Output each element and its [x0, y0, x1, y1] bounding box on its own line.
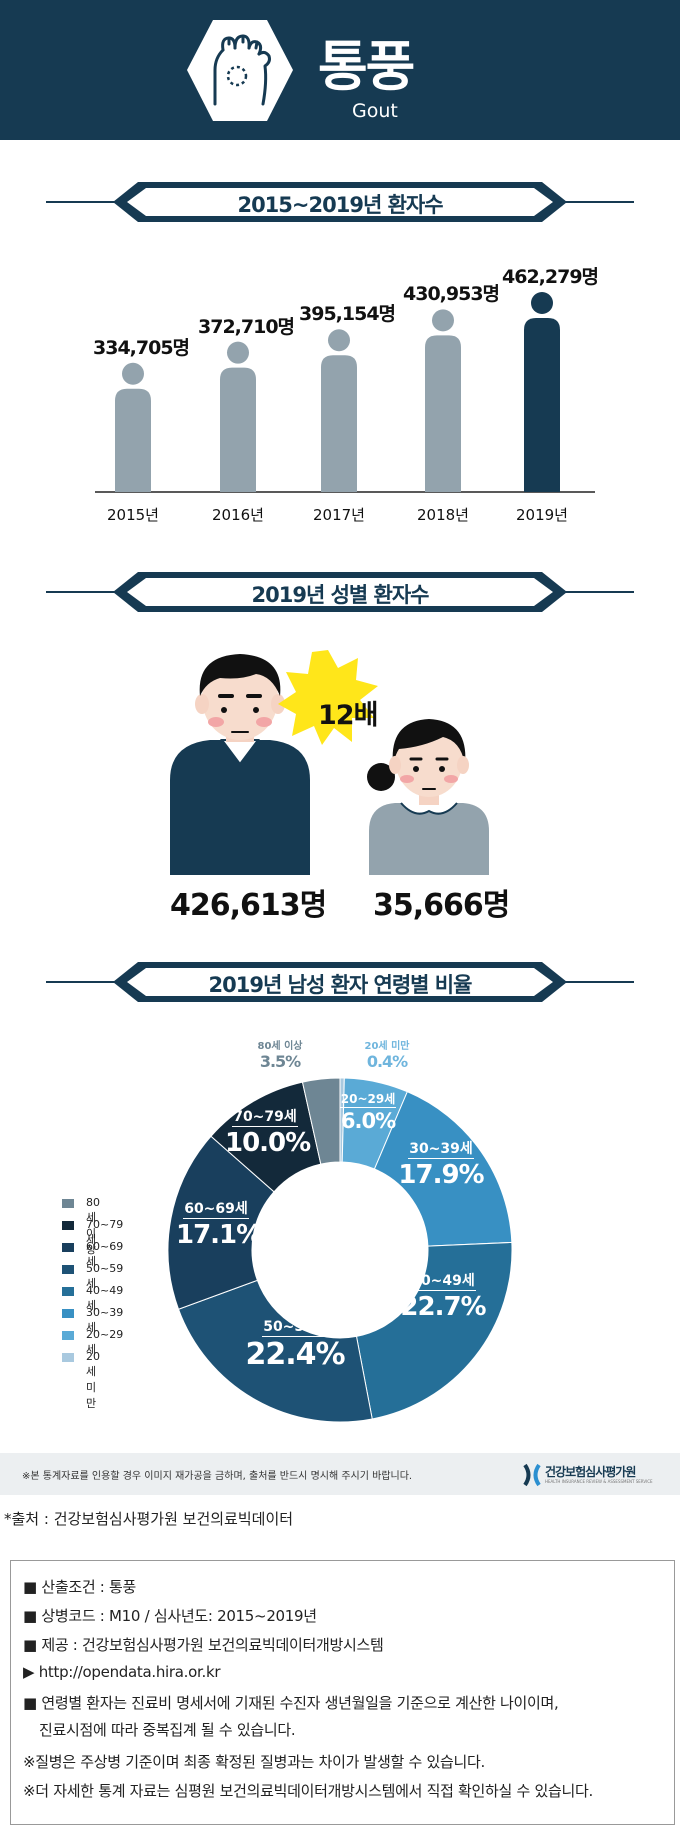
donut-slice	[177, 1279, 373, 1423]
info-line: ■ 연령별 환자는 진료비 명세서에 기재된 수진자 생년월일을 기준으로 계산…	[23, 1694, 559, 1712]
female-patient-count: 35,666명	[373, 888, 510, 923]
yearly-value-label: 395,154명	[299, 303, 396, 326]
male-patient-count: 426,613명	[170, 888, 327, 923]
info-line: 진료시점에 따라 중복집계 될 수 있습니다.	[39, 1721, 296, 1739]
header-banner: 통풍 Gout	[0, 0, 680, 140]
yearly-section-banner: 2015~2019년 환자수	[0, 177, 680, 227]
male-patient-figure	[170, 654, 310, 875]
yearly-value-label: 334,705명	[93, 336, 190, 359]
yearly-year-label: 2016년	[212, 506, 264, 524]
info-line: ※질병은 주상병 기준이며 최종 확정된 질병과는 차이가 발생할 수 있습니다…	[23, 1753, 485, 1771]
donut-label-70s: 70~79세 10.0%	[225, 1106, 311, 1159]
yearly-figure-bar	[425, 309, 461, 492]
age-donut-chart	[167, 1077, 513, 1423]
yearly-section-title: 2015~2019년 환자수	[237, 193, 443, 217]
donut-label-80plus: 80세 이상 3.5%	[257, 1041, 303, 1071]
yearly-year-label: 2019년	[516, 506, 568, 524]
yearly-year-label: 2015년	[107, 506, 159, 524]
yearly-figure-bar	[524, 292, 560, 492]
donut-slice	[355, 1241, 513, 1420]
yearly-year-label: 2017년	[313, 506, 365, 524]
page-title: 통풍	[318, 35, 415, 98]
donut-slice	[301, 1077, 341, 1165]
yearly-value-label: 430,953명	[403, 283, 500, 306]
female-patient-figure	[367, 719, 489, 875]
donut-label-40s: 40~49세 22.7%	[393, 1270, 493, 1323]
yearly-figure-bar	[220, 341, 256, 492]
hira-subtitle: HEALTH INSURANCE REVIEW & ASSESSMENT SER…	[545, 1479, 653, 1484]
yearly-value-label: 462,279명	[502, 266, 599, 288]
info-line: ※더 자세한 통계 자료는 심평원 보건의료빅데이터개방시스템에서 직접 확인하…	[23, 1782, 593, 1800]
info-box: ■ 산출조건 : 통풍 ■ 상병코드 : M10 / 심사년도: 2015~20…	[10, 1560, 675, 1825]
gender-section-title: 2019년 성별 환자수	[251, 583, 430, 607]
gender-section-banner: 2019년 성별 환자수	[0, 567, 680, 617]
donut-label-under20: 20세 미만 0.4%	[364, 1041, 410, 1071]
donut-label-60s: 60~69세 17.1%	[176, 1198, 262, 1251]
notice-text: ※본 통계자료를 인용할 경우 이미지 재가공을 금하며, 출처를 반드시 명시…	[22, 1471, 413, 1482]
source-text: *출처 : 건강보험심사평가원 보건의료빅데이터	[4, 1510, 294, 1528]
info-line: ■ 제공 : 건강보험심사평가원 보건의료빅데이터개방시스템	[23, 1636, 384, 1654]
donut-label-50s: 50~59세 22.4%	[245, 1316, 345, 1373]
hira-name: 건강보험심사평가원	[545, 1465, 636, 1479]
page-subtitle: Gout	[352, 100, 398, 122]
yearly-figure-chart	[95, 292, 595, 493]
hira-logo: 건강보험심사평가원 HEALTH INSURANCE REVIEW & ASSE…	[523, 1461, 663, 1489]
foot-gout-icon	[187, 20, 293, 121]
donut-label-20s: 20~29세 6.0%	[339, 1092, 397, 1133]
yearly-year-label: 2018년	[417, 506, 469, 524]
donut-slice	[373, 1091, 513, 1247]
yearly-figure-bar	[115, 362, 151, 492]
age-section-banner: 2019년 남성 환자 연령별 비율	[0, 957, 680, 1007]
info-line: ■ 상병코드 : M10 / 심사년도: 2015~2019년	[23, 1607, 317, 1625]
yearly-value-label: 372,710명	[198, 315, 295, 338]
info-link[interactable]: ▶ http://opendata.hira.or.kr	[23, 1663, 221, 1681]
info-line: ■ 산출조건 : 통풍	[23, 1578, 137, 1596]
hira-logo-icon	[523, 1463, 541, 1487]
ratio-label: 12배	[318, 700, 378, 731]
donut-label-30s: 30~39세 17.9%	[396, 1138, 486, 1191]
notice-bar: ※본 통계자료를 인용할 경우 이미지 재가공을 금하며, 출처를 반드시 명시…	[0, 1453, 680, 1495]
yearly-figure-bar	[321, 329, 357, 492]
age-section-title: 2019년 남성 환자 연령별 비율	[208, 973, 473, 997]
twelve-times-burst	[278, 650, 378, 745]
